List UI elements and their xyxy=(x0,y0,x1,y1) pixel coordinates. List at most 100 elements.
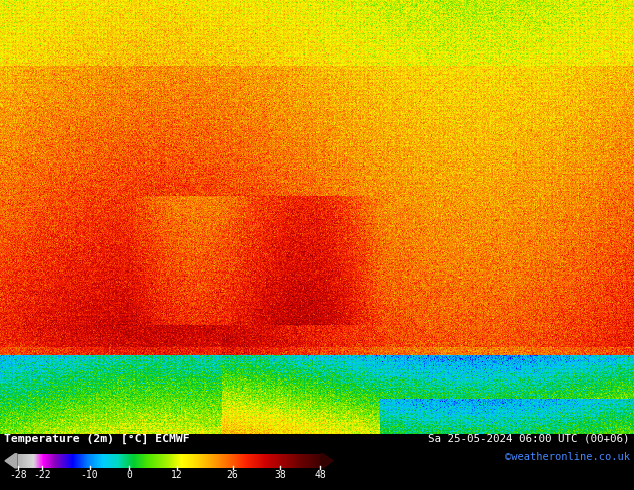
Bar xyxy=(317,454,318,468)
Bar xyxy=(180,454,181,468)
Bar xyxy=(120,454,122,468)
Bar xyxy=(224,454,225,468)
Bar xyxy=(136,454,138,468)
Bar xyxy=(315,454,316,468)
Bar xyxy=(183,454,184,468)
Bar xyxy=(98,454,100,468)
Bar xyxy=(288,454,290,468)
Bar xyxy=(80,454,81,468)
Bar xyxy=(158,454,160,468)
Bar xyxy=(67,454,68,468)
Bar xyxy=(277,454,278,468)
Bar xyxy=(289,454,290,468)
Bar xyxy=(95,454,96,468)
Bar xyxy=(173,454,174,468)
Bar xyxy=(188,454,190,468)
Bar xyxy=(286,454,287,468)
Bar xyxy=(278,454,280,468)
Bar xyxy=(197,454,198,468)
Bar xyxy=(61,454,62,468)
Bar xyxy=(270,454,271,468)
Bar xyxy=(88,454,89,468)
Bar xyxy=(56,454,57,468)
Bar xyxy=(259,454,261,468)
Bar xyxy=(144,454,145,468)
Bar xyxy=(273,454,275,468)
Bar xyxy=(26,454,27,468)
Bar xyxy=(311,454,313,468)
Bar xyxy=(275,454,276,468)
Bar xyxy=(268,454,269,468)
Bar xyxy=(63,454,65,468)
Bar xyxy=(81,454,82,468)
Bar xyxy=(276,454,277,468)
Bar xyxy=(192,454,193,468)
Bar xyxy=(23,454,25,468)
Bar xyxy=(41,454,42,468)
Bar xyxy=(280,454,281,468)
Bar xyxy=(102,454,103,468)
Bar xyxy=(82,454,83,468)
Bar xyxy=(242,454,243,468)
Bar xyxy=(206,454,207,468)
Bar xyxy=(165,454,166,468)
Bar xyxy=(122,454,123,468)
Bar xyxy=(89,454,91,468)
Bar xyxy=(62,454,63,468)
Bar xyxy=(198,454,199,468)
Bar xyxy=(90,454,91,468)
Bar xyxy=(42,454,43,468)
Bar xyxy=(100,454,101,468)
Bar xyxy=(37,454,38,468)
Bar xyxy=(32,454,33,468)
Bar xyxy=(29,454,30,468)
Bar xyxy=(65,454,66,468)
Bar xyxy=(70,454,71,468)
Bar xyxy=(170,454,171,468)
Bar xyxy=(172,454,174,468)
Bar xyxy=(66,454,67,468)
Bar xyxy=(285,454,286,468)
Bar xyxy=(70,454,72,468)
Bar xyxy=(312,454,313,468)
Bar xyxy=(232,454,233,468)
Bar xyxy=(93,454,94,468)
Bar xyxy=(96,454,98,468)
Bar xyxy=(218,454,219,468)
Bar xyxy=(74,454,75,468)
Bar xyxy=(194,454,195,468)
Bar xyxy=(200,454,202,468)
Bar xyxy=(20,454,21,468)
Bar xyxy=(110,454,112,468)
Bar xyxy=(179,454,180,468)
Bar xyxy=(94,454,95,468)
Bar xyxy=(264,454,265,468)
Bar xyxy=(304,454,305,468)
Bar xyxy=(124,454,125,468)
Bar xyxy=(146,454,147,468)
Bar xyxy=(287,454,288,468)
Bar xyxy=(186,454,188,468)
Bar xyxy=(223,454,224,468)
Bar xyxy=(189,454,190,468)
Bar xyxy=(186,454,187,468)
Bar xyxy=(227,454,228,468)
Bar xyxy=(249,454,250,468)
Bar xyxy=(210,454,211,468)
Bar xyxy=(152,454,153,468)
Bar xyxy=(197,454,198,468)
Bar xyxy=(108,454,110,468)
Bar xyxy=(56,454,58,468)
Bar xyxy=(84,454,86,468)
Bar xyxy=(92,454,93,468)
Bar xyxy=(181,454,182,468)
Bar xyxy=(273,454,274,468)
Text: -10: -10 xyxy=(81,470,98,480)
Bar xyxy=(268,454,269,468)
Bar xyxy=(221,454,223,468)
Bar xyxy=(260,454,261,468)
Bar xyxy=(190,454,191,468)
Bar xyxy=(68,454,70,468)
Bar xyxy=(171,454,172,468)
Bar xyxy=(131,454,133,468)
